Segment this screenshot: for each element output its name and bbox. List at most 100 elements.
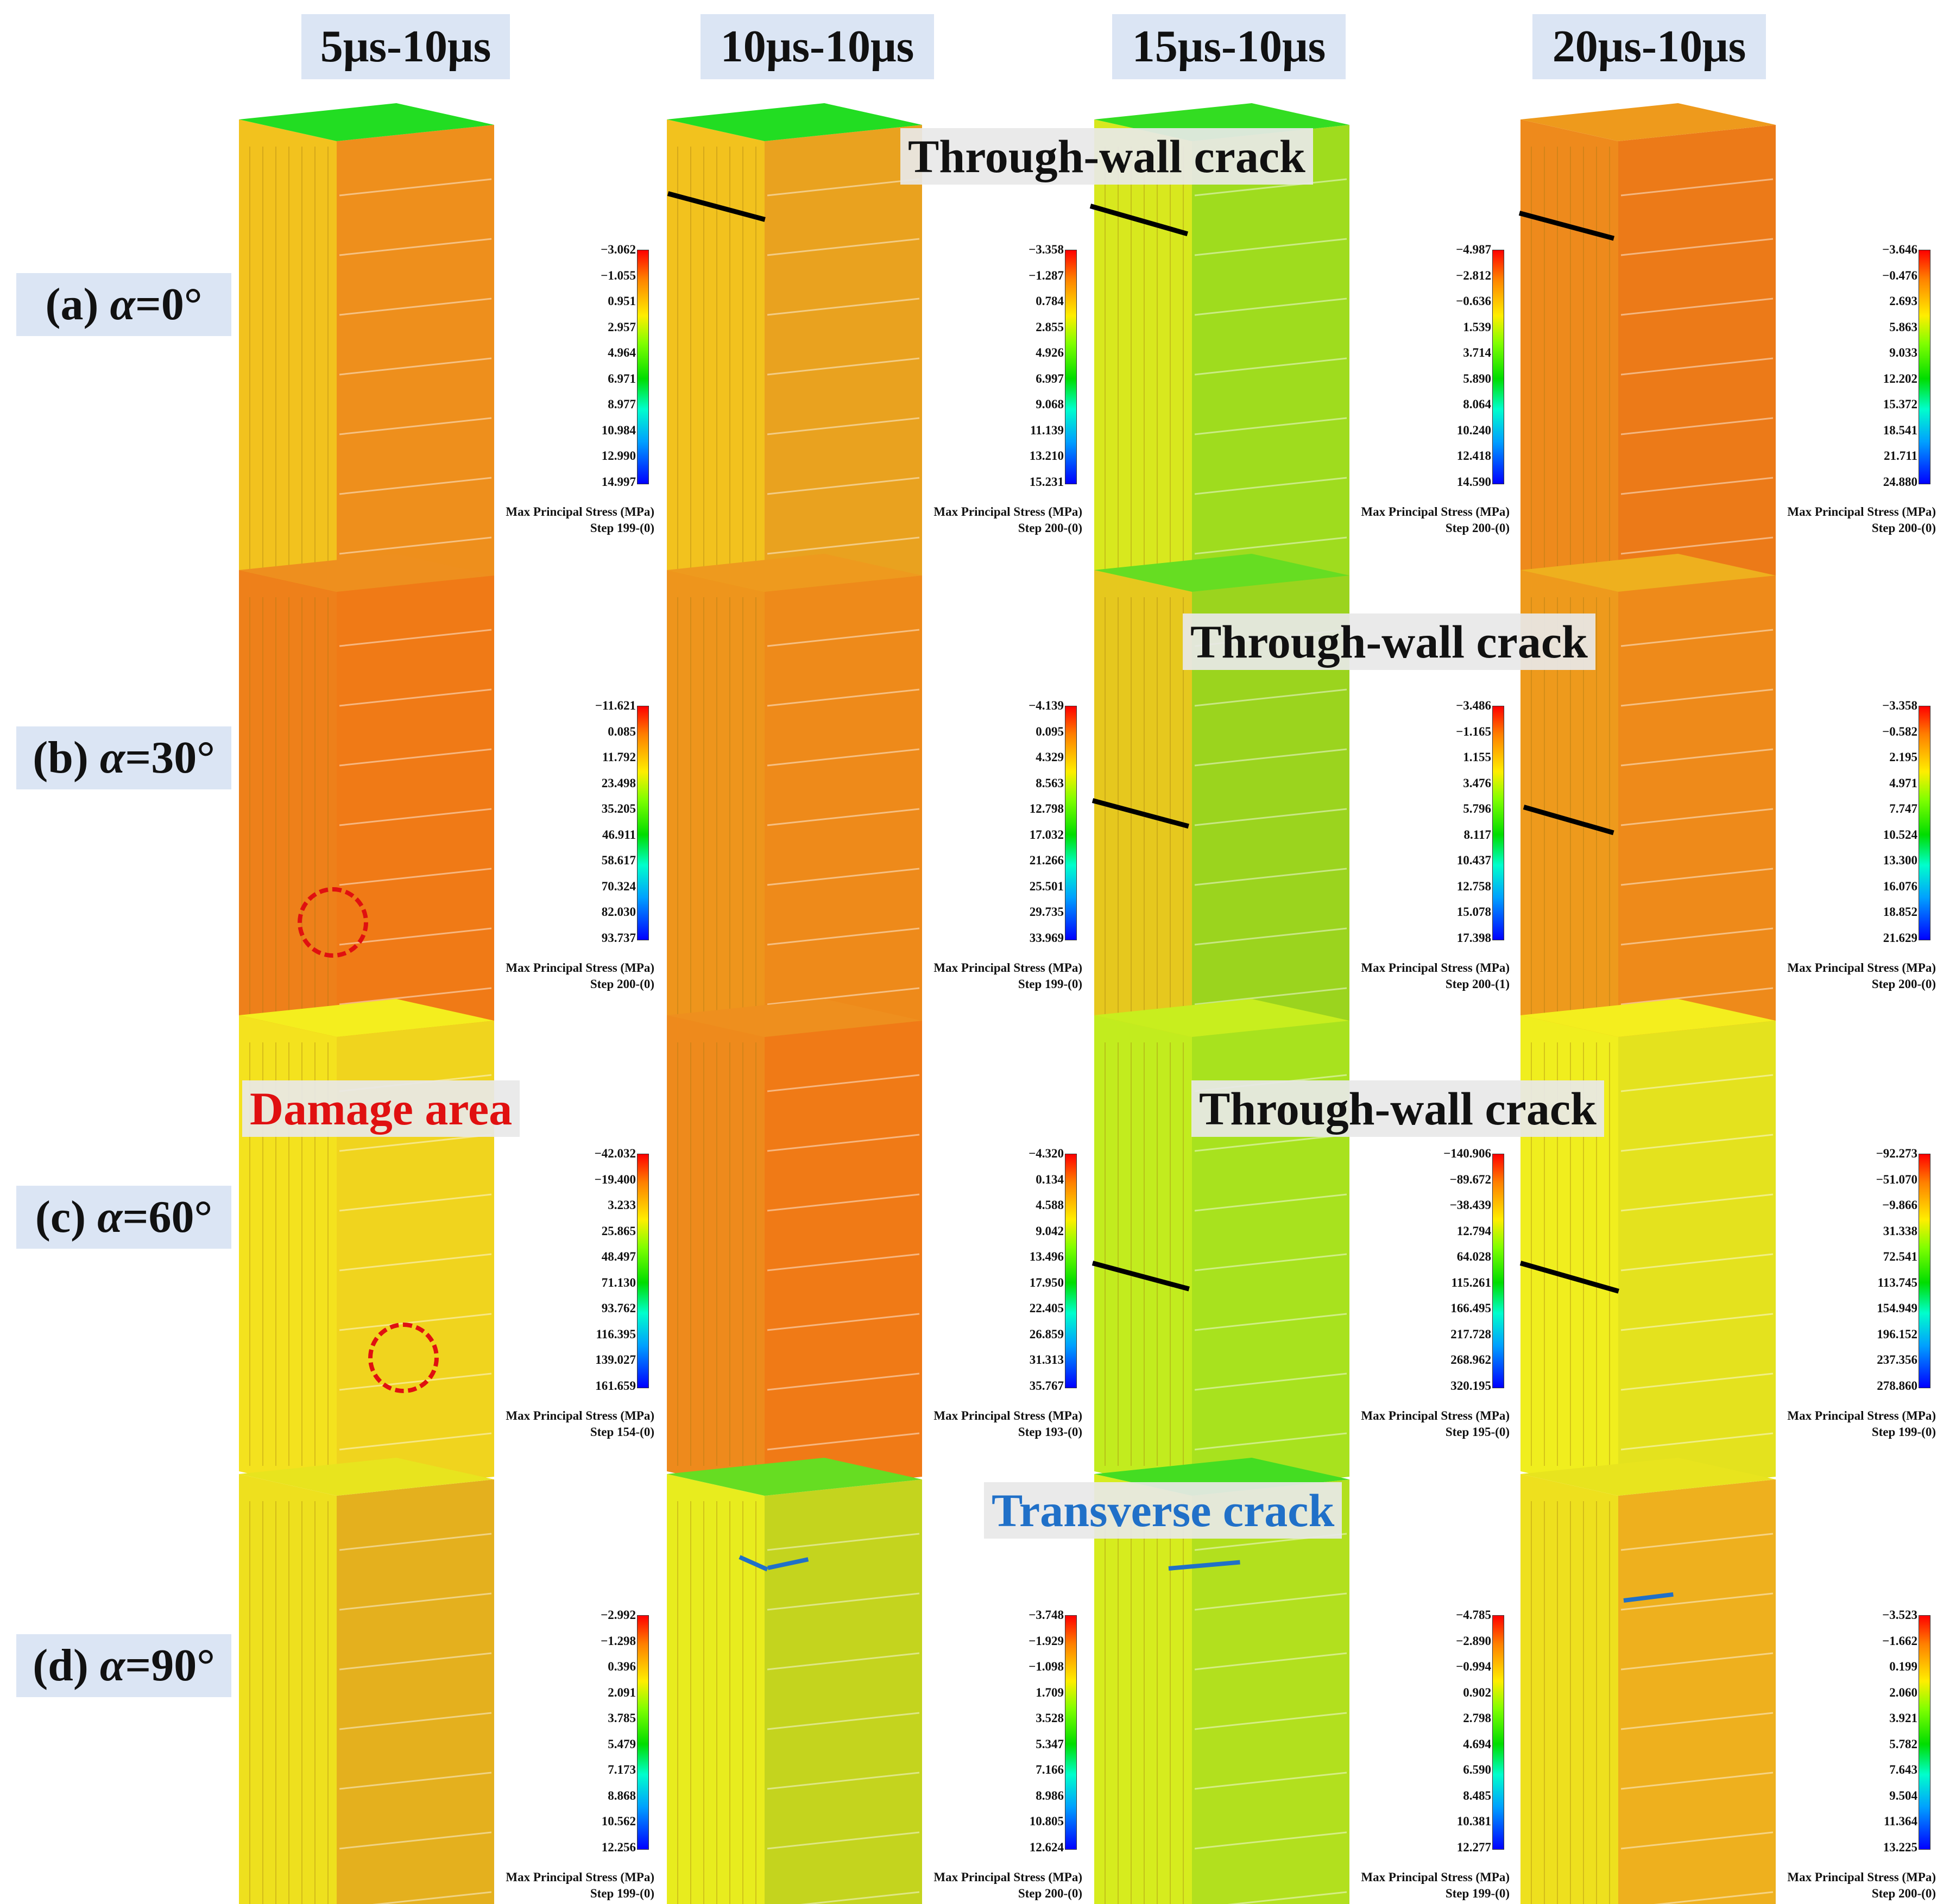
column-header-4: 20μs-10μs [1532, 14, 1766, 79]
texture-line [1194, 1652, 1347, 1671]
colorbar-tick-label: 3.233 [608, 1198, 636, 1212]
colorbar-r3c2: −4.785 −2.890 −0.994 0.902 2.798 4.694 6.590 8.… [1347, 1609, 1510, 1854]
colorbar-tick-label: 1.155 [1463, 750, 1491, 764]
colorbar-tick-label: −4.987 [1456, 243, 1491, 256]
colorbar-tick-label: 25.501 [1029, 879, 1064, 893]
colorbar-tick-label: −92.273 [1876, 1147, 1917, 1160]
colorbar-tick-label: 5.796 [1463, 802, 1491, 816]
legend-title: Max Principal Stress (MPa) [1361, 505, 1510, 518]
colorbar-gradient [1919, 706, 1930, 940]
colorbar-tick-label: 35.767 [1029, 1378, 1064, 1393]
texture-line [800, 1891, 920, 1904]
colorbar-tick-label: 0.095 [1036, 724, 1064, 738]
legend-title: Max Principal Stress (MPa) [933, 1870, 1082, 1884]
colorbar-tick-label: 8.986 [1036, 1788, 1064, 1802]
texture-line [1194, 688, 1347, 707]
texture-line [339, 927, 492, 946]
colorbar-tick-label: −3.062 [601, 243, 636, 256]
texture-line [1194, 1712, 1347, 1730]
texture-line [1194, 1313, 1347, 1331]
prism-left-face [1520, 1474, 1618, 1904]
colorbar-gradient [1065, 1615, 1077, 1850]
texture-line [339, 1432, 492, 1451]
prism-left-face [1094, 1474, 1192, 1904]
texture-line [339, 1831, 492, 1850]
colorbar-tick-label: 8.563 [1036, 776, 1064, 790]
prism-svg [1094, 554, 1349, 1048]
colorbar-caption-r2c1: Max Principal Stress (MPa) Step 193-(0) [865, 1408, 1082, 1440]
row-label-d: (d) α=90° [16, 1634, 231, 1697]
colorbar-tick-label: 5.890 [1463, 371, 1491, 385]
row-label-b-prefix: (b) [33, 732, 100, 783]
colorbar-tick-label: 12.202 [1883, 371, 1917, 385]
colorbar-tick-label: −4.139 [1029, 699, 1064, 712]
row-label-b-symbol: α [99, 732, 125, 783]
texture-line [1194, 927, 1347, 946]
colorbar-tick-label: 268.962 [1450, 1353, 1491, 1367]
texture-line [767, 1533, 920, 1551]
texture-line [767, 1372, 920, 1391]
colorbar-caption-r1c2: Max Principal Stress (MPa) Step 200-(1) [1292, 960, 1510, 992]
prism-svg [1094, 103, 1349, 597]
colorbar-caption-r3c1: Max Principal Stress (MPa) Step 200-(0) [865, 1869, 1082, 1902]
prism-left-face [667, 119, 765, 597]
colorbar-ticks: −42.032 −19.400 3.233 25.865 48.497 71.130 93.… [595, 1147, 636, 1393]
colorbar-tick-label: 5.863 [1889, 320, 1917, 334]
colorbar-r0c1: −3.358 −1.287 0.784 2.855 4.926 6.997 9.068 11.… [919, 243, 1082, 489]
prism-top-face [1094, 554, 1349, 592]
colorbar-caption-r2c0: Max Principal Stress (MPa) Step 154-(0) [437, 1408, 654, 1440]
colorbar-caption-r1c3: Max Principal Stress (MPa) Step 200-(0) [1719, 960, 1936, 992]
colorbar-tick-label: −1.055 [601, 268, 636, 282]
colorbar-tick-label: 82.030 [601, 905, 636, 919]
colorbar-tick-label: 0.085 [608, 724, 636, 738]
prism-svg [1094, 999, 1349, 1493]
texture-line [339, 1253, 492, 1272]
colorbar-tick-label: −3.486 [1456, 699, 1491, 712]
column-header-2: 10μs-10μs [701, 14, 934, 79]
row-label-a-value: =0° [135, 279, 203, 330]
prism-svg [239, 1458, 494, 1904]
texture-line [767, 868, 920, 886]
prism-right-face [337, 125, 494, 597]
colorbar-tick-label: 9.504 [1889, 1788, 1917, 1802]
colorbar-tick-label: 1.709 [1036, 1685, 1064, 1699]
prism-svg [1520, 1458, 1776, 1904]
colorbar-tick-label: 72.541 [1883, 1250, 1917, 1264]
colorbar-tick-label: −9.866 [1882, 1198, 1917, 1212]
step-label: Step 200-(1) [1445, 977, 1510, 991]
colorbar-ticks: −4.320 0.134 4.588 9.042 13.496 17.950 22.405 2… [1029, 1147, 1064, 1393]
texture-line [1620, 1652, 1774, 1671]
step-label: Step 154-(0) [590, 1425, 654, 1439]
colorbar-tick-label: 46.911 [602, 827, 636, 842]
colorbar-tick-label: 12.256 [601, 1840, 636, 1854]
colorbar-gradient [1492, 706, 1504, 940]
texture-line [767, 1313, 920, 1331]
colorbar-caption-r0c1: Max Principal Stress (MPa) Step 200-(0) [865, 504, 1082, 536]
colorbar-tick-label: 10.381 [1456, 1814, 1491, 1829]
colorbar-tick-label: 0.951 [608, 294, 636, 308]
colorbar-tick-label: 70.324 [601, 879, 636, 893]
colorbar-tick-label: 3.528 [1036, 1711, 1064, 1725]
colorbar-tick-label: 10.524 [1883, 827, 1917, 842]
colorbar-caption-r2c3: Max Principal Stress (MPa) Step 199-(0) [1719, 1408, 1936, 1440]
prism-block-r3c3 [1520, 1452, 1776, 1904]
row-label-c-value: =60° [122, 1192, 213, 1242]
colorbar-ticks: −11.621 0.085 11.792 23.498 35.205 46.911 58.6… [595, 699, 636, 945]
prism-left-face [239, 119, 337, 597]
colorbar-tick-label: 17.032 [1029, 827, 1064, 842]
colorbar-tick-label: −1.098 [1029, 1660, 1064, 1674]
column-header-3: 15μs-10μs [1112, 14, 1346, 79]
prism-svg [667, 554, 922, 1048]
colorbar-tick-label: 8.977 [608, 397, 636, 412]
colorbar-tick-label: 4.588 [1036, 1198, 1064, 1212]
prism-right-face [1618, 1021, 1776, 1493]
colorbar-tick-label: 116.395 [596, 1327, 636, 1341]
colorbar-tick-label: −0.582 [1882, 724, 1917, 738]
texture-line [767, 417, 920, 435]
colorbar-caption-r2c2: Max Principal Stress (MPa) Step 195-(0) [1292, 1408, 1510, 1440]
prism-right-face [1618, 1479, 1776, 1904]
texture-line [1194, 238, 1347, 256]
texture-line [372, 1891, 492, 1904]
texture-line [1194, 1253, 1347, 1272]
prism-top-face [667, 554, 922, 592]
